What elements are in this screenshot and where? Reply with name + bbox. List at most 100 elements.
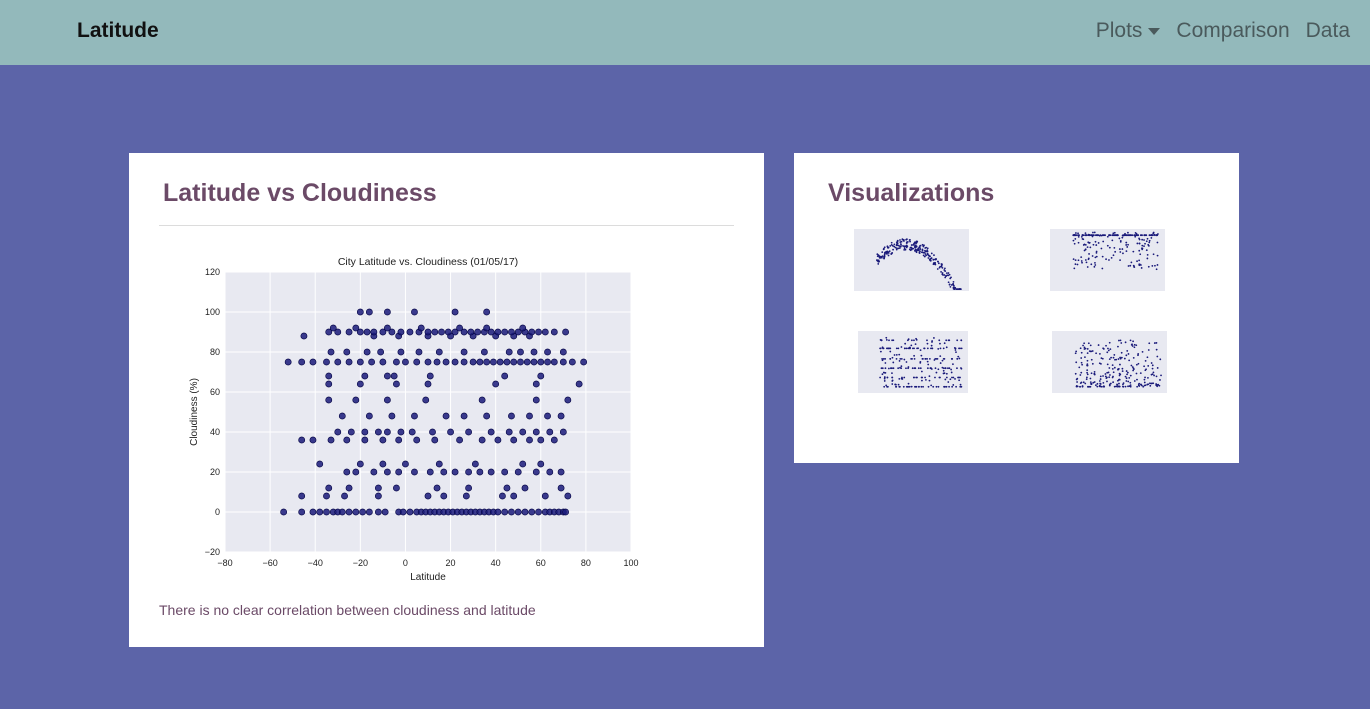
thumbnail-point	[888, 339, 890, 342]
thumbnail-point	[960, 347, 963, 350]
data-point	[345, 484, 353, 492]
data-point	[325, 484, 333, 492]
data-point	[352, 324, 360, 332]
thumbnail-point	[1119, 241, 1122, 243]
thumbnail-point	[924, 376, 926, 379]
thumbnail-point	[1093, 371, 1096, 373]
thumbnail-point	[1095, 352, 1098, 355]
thumbnail-point	[920, 370, 923, 373]
nav-comparison-link[interactable]: Comparison	[1176, 19, 1290, 42]
thumbnail-point	[920, 354, 923, 357]
thumbnail-point	[903, 245, 906, 248]
thumbnail-point	[1141, 247, 1144, 250]
thumbnail-point	[908, 248, 911, 251]
data-point	[374, 492, 382, 500]
data-point	[562, 508, 569, 516]
thumbnail-point	[959, 383, 962, 386]
thumbnail-point	[1129, 234, 1132, 237]
thumbnail-cloudiness[interactable]	[844, 323, 974, 405]
thumbnail-point	[1108, 259, 1110, 261]
data-point	[424, 328, 432, 336]
data-point	[483, 358, 491, 366]
data-point	[397, 348, 405, 356]
thumbnail-point	[952, 376, 955, 379]
thumbnail-point	[884, 358, 887, 360]
thumbnail-point	[949, 285, 952, 288]
thumbnail-point	[919, 244, 922, 247]
thumbnail-point	[1100, 363, 1102, 365]
data-point	[323, 508, 330, 516]
thumbnail-point	[1125, 250, 1128, 253]
thumbnail-humidity[interactable]	[1036, 221, 1171, 303]
data-point	[341, 492, 348, 500]
data-point	[413, 436, 421, 444]
thumbnail-point	[1109, 374, 1111, 376]
thumbnail-point	[1089, 381, 1092, 384]
thumbnail-point	[1081, 238, 1084, 240]
brand-link[interactable]: Latitude	[77, 19, 159, 42]
nav-plots-dropdown[interactable]: Plots	[1096, 19, 1161, 43]
thumbnail-point	[1089, 246, 1092, 249]
thumbnail-point	[1148, 382, 1151, 385]
thumbnail-wind-speed[interactable]	[1038, 323, 1173, 405]
thumbnail-max-temperature[interactable]	[840, 221, 975, 303]
thumbnail-point	[1119, 339, 1122, 342]
thumbnail-point	[905, 361, 908, 363]
data-point	[460, 412, 468, 420]
chart-caption: There is no clear correlation between cl…	[159, 602, 536, 618]
thumbnail-point	[915, 241, 918, 244]
thumbnail-point	[1083, 249, 1086, 252]
thumbnail-point	[940, 270, 942, 273]
data-point	[426, 468, 434, 476]
thumbnail-point	[897, 383, 900, 386]
thumbnail-point	[1079, 374, 1082, 376]
thumbnail-point	[1077, 232, 1079, 235]
thumbnail-point	[893, 243, 896, 246]
data-point	[557, 484, 565, 492]
nav-data-link[interactable]: Data	[1305, 19, 1350, 42]
thumbnail-point	[881, 367, 884, 370]
thumbnail-point	[1074, 259, 1077, 262]
x-tick-label: −40	[308, 558, 323, 568]
thumbnail-point	[954, 378, 956, 380]
data-point	[550, 328, 558, 336]
thumbnail-point	[891, 383, 894, 385]
thumbnail-point	[926, 249, 929, 251]
data-point	[429, 428, 436, 436]
data-point	[505, 428, 513, 436]
thumbnail-point	[1129, 339, 1132, 342]
thumbnail-point	[895, 383, 897, 386]
x-axis-label: Latitude	[410, 572, 446, 583]
thumbnail-point	[1137, 353, 1140, 355]
thumbnail-point	[898, 353, 901, 356]
x-tick-label: 80	[581, 558, 591, 568]
data-point	[424, 358, 432, 366]
thumbnail-point	[899, 366, 901, 369]
thumbnail-point	[1121, 385, 1124, 388]
data-point	[526, 412, 533, 420]
thumbnail-point	[922, 385, 924, 388]
thumbnail-point	[926, 247, 929, 250]
thumbnail-point	[1114, 250, 1117, 253]
data-point	[356, 308, 364, 316]
thumbnail-point	[1084, 232, 1087, 235]
data-point	[361, 372, 369, 380]
thumbnail-point	[913, 339, 915, 342]
thumbnail-point	[926, 360, 929, 363]
thumbnail-point	[1077, 241, 1080, 244]
thumbnail-point	[959, 385, 962, 388]
thumbnail-point	[957, 355, 960, 358]
thumbnail-point	[880, 339, 883, 342]
thumbnail-point	[1116, 383, 1118, 386]
thumbnail-point	[950, 371, 953, 374]
thumbnail-point	[1080, 235, 1083, 238]
thumbnail-point	[915, 245, 918, 248]
thumbnail-point	[947, 381, 950, 383]
thumbnail-point	[895, 354, 898, 356]
thumbnail-point	[1108, 384, 1111, 387]
thumbnail-point	[1145, 240, 1148, 243]
thumbnail-point	[1144, 376, 1146, 379]
thumbnail-point	[941, 266, 944, 269]
thumbnail-plot-area	[1050, 229, 1165, 291]
thumbnail-point	[909, 240, 911, 243]
